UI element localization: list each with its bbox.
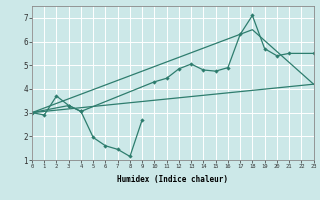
X-axis label: Humidex (Indice chaleur): Humidex (Indice chaleur) [117,175,228,184]
